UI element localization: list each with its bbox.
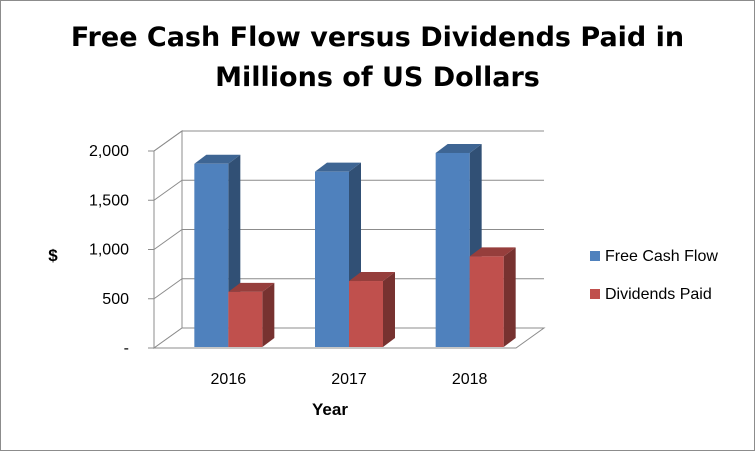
y-tick-label-2: 1,000	[89, 242, 129, 259]
x-tick-label-0: 2016	[211, 371, 247, 388]
gridline-4	[153, 130, 544, 152]
x-axis-title: Year	[312, 400, 348, 419]
bar-top	[194, 154, 241, 164]
legend-swatch-free-cash-flow	[590, 251, 600, 261]
legend: Free Cash Flow Dividends Paid	[590, 248, 718, 303]
gridline-2	[153, 229, 544, 250]
bar-side	[503, 247, 516, 347]
y-tick-label-0: -	[124, 340, 129, 357]
bar-front	[349, 281, 383, 347]
bar-dividends-paid-2017	[349, 272, 395, 347]
y-tick-labels: - 500 1,000 1,500 2,000	[89, 143, 129, 357]
x-tick-label-2: 2018	[452, 371, 488, 388]
gridline-1	[153, 278, 544, 300]
chart-title: Free Cash Flow versus Dividends Paid in …	[0, 18, 755, 98]
legend-swatch-dividends-paid	[590, 289, 600, 299]
bar-side	[262, 282, 275, 347]
bar-front	[469, 256, 504, 347]
bar-front	[228, 291, 263, 347]
x-tick-label-1: 2017	[331, 371, 367, 388]
chart-title-line-1: Free Cash Flow versus Dividends Paid in	[70, 22, 685, 53]
legend-label-dividends-paid: Dividends Paid	[605, 286, 712, 303]
bars	[194, 143, 516, 347]
bar-top	[315, 162, 361, 172]
y-tick-label-4: 2,000	[89, 143, 129, 160]
x-tick-labels: 2016 2017 2018	[211, 371, 488, 388]
bar-free-cash-flow-2018	[435, 143, 482, 347]
y-axis-title: $	[48, 246, 58, 265]
bar-dividends-paid-2016	[228, 282, 275, 347]
bar-top	[349, 272, 395, 282]
bar-dividends-paid-2018	[469, 247, 516, 347]
bar-top	[228, 282, 275, 292]
bar-front	[315, 171, 349, 347]
bar-front	[194, 163, 229, 347]
legend-label-free-cash-flow: Free Cash Flow	[605, 248, 718, 265]
y-tick-label-3: 1,500	[89, 192, 129, 209]
bar-front	[435, 152, 470, 347]
bar-side	[383, 272, 395, 347]
y-tick-label-1: 500	[102, 291, 129, 308]
chart-title-line-2: Millions of US Dollars	[215, 62, 540, 93]
bar-top	[435, 143, 482, 153]
bar-top	[469, 247, 516, 257]
gridline-3	[153, 179, 544, 201]
gridlines	[148, 130, 544, 349]
